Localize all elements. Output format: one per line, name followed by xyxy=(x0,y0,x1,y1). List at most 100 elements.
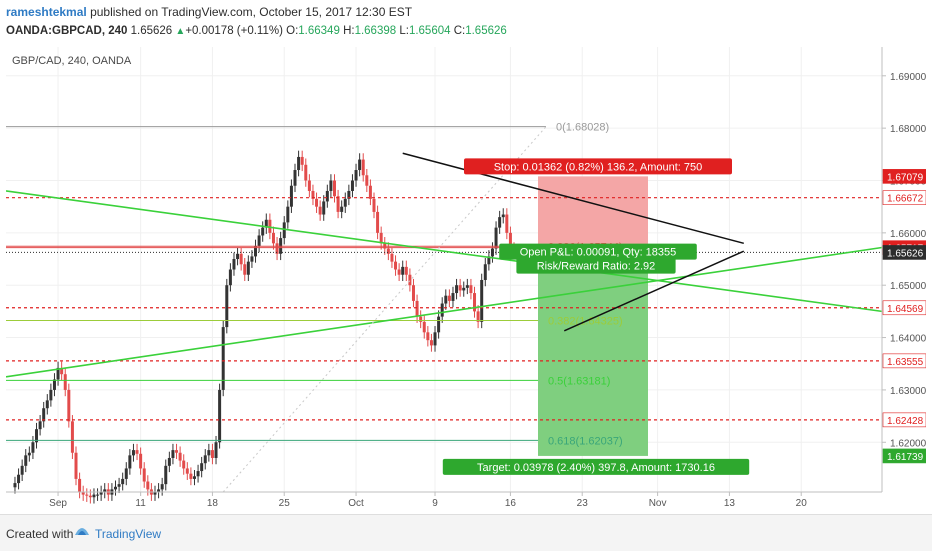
candle-body xyxy=(67,389,71,422)
candle-body xyxy=(189,473,193,479)
candle-body xyxy=(225,285,229,328)
candle-body xyxy=(379,232,383,244)
candle-body xyxy=(78,478,82,492)
x-tick-label: 13 xyxy=(724,498,736,509)
candle-body xyxy=(257,235,261,246)
candle-body xyxy=(56,367,60,380)
tradingview-logo-icon xyxy=(75,528,89,535)
candle-body xyxy=(268,219,272,233)
price-tag-label: 1.66672 xyxy=(887,194,924,205)
candle-body xyxy=(139,453,143,469)
candle-body xyxy=(361,159,365,176)
y-tick-label: 1.65000 xyxy=(890,281,926,292)
candle-body xyxy=(254,245,258,257)
price-chart[interactable]: 0(1.68028)0.236(1.65744)0.382(1.64325)0.… xyxy=(6,47,926,514)
candle-body xyxy=(473,293,477,312)
brand-link[interactable]: TradingView xyxy=(95,527,162,541)
price-tag-box xyxy=(882,300,926,316)
low-value: 1.65604 xyxy=(408,25,451,37)
footer-bar: Created with TradingView xyxy=(0,514,932,551)
price-tag-box xyxy=(882,448,926,464)
close-label: C: xyxy=(453,25,466,37)
candle-body xyxy=(31,442,35,453)
x-tick-label: 25 xyxy=(279,498,291,509)
chart-background xyxy=(6,47,926,514)
x-tick-label: Nov xyxy=(649,498,667,509)
open-pl-label: Open P&L: 0.00091, Qty: 18355 xyxy=(520,247,677,259)
candle-body xyxy=(322,201,326,215)
candle-body xyxy=(401,266,405,275)
candle-body xyxy=(343,198,347,207)
candle-body xyxy=(376,211,380,233)
candle-body xyxy=(347,190,351,199)
publish-line: rameshtekmal published on TradingView.co… xyxy=(6,5,412,19)
candle-body xyxy=(228,269,232,286)
candle-body xyxy=(142,468,146,482)
candle-body xyxy=(13,483,17,488)
candle-body xyxy=(92,494,96,498)
candle-body xyxy=(60,367,64,375)
candle-body xyxy=(45,400,49,409)
candle-body xyxy=(114,486,117,490)
candle-body xyxy=(192,476,196,479)
candle-body xyxy=(498,217,502,228)
symbol-quote-line: OANDA:GBPCAD, 240 1.65626 ▲+0.00178 (+0.… xyxy=(6,24,507,39)
candle-body xyxy=(311,190,315,199)
candle-body xyxy=(178,452,182,461)
candle-body xyxy=(160,484,164,490)
candle-body xyxy=(17,474,21,484)
y-tick-label: 1.69000 xyxy=(890,72,926,83)
candle-body xyxy=(261,227,265,236)
candle-body xyxy=(42,408,46,422)
price-tag-box xyxy=(882,190,926,205)
candle-body xyxy=(70,421,74,453)
candle-body xyxy=(447,295,451,301)
y-tick-label: 1.66000 xyxy=(890,229,926,240)
candle-body xyxy=(462,287,466,291)
candle-body xyxy=(487,256,491,265)
candle-body xyxy=(207,450,211,456)
candle-body xyxy=(236,253,240,260)
candle-body xyxy=(203,455,207,464)
candle-body xyxy=(440,303,444,317)
open-value: 1.66349 xyxy=(298,25,340,37)
candle-body xyxy=(411,285,415,301)
candle-body xyxy=(182,460,186,469)
candle-body xyxy=(275,243,279,254)
candle-body xyxy=(304,164,308,181)
x-tick-label: 11 xyxy=(135,498,146,509)
downtrend-line xyxy=(6,190,883,313)
y-tick-label: 1.68000 xyxy=(890,124,926,135)
candle-body xyxy=(218,389,222,443)
candle-body xyxy=(505,214,509,233)
candle-body xyxy=(246,261,250,275)
candle-body xyxy=(20,465,24,475)
candle-body xyxy=(243,264,247,275)
candle-body xyxy=(239,253,243,265)
candle-body xyxy=(318,206,322,215)
price-tag-box xyxy=(882,169,926,184)
author-link[interactable]: rameshtekmal xyxy=(6,5,87,19)
target-zone xyxy=(538,247,648,456)
candle-body xyxy=(88,495,92,498)
x-tick-label: 20 xyxy=(796,498,808,509)
price-tag-box xyxy=(882,412,926,428)
fib-level-label: 0(1.68028) xyxy=(556,122,609,134)
open-pl-label-box xyxy=(499,243,697,260)
candle-body xyxy=(196,471,200,477)
stop-label: Stop: 0.01362 (0.82%) 136.2, Amount: 750 xyxy=(494,161,703,173)
candle-body xyxy=(153,492,157,495)
candle-body xyxy=(325,190,329,202)
candle-body xyxy=(455,285,459,294)
candle-body xyxy=(307,180,311,191)
candle-body xyxy=(476,311,480,322)
candle-body xyxy=(329,180,333,191)
candle-body xyxy=(164,465,168,485)
candle-body xyxy=(390,253,394,262)
candle-body xyxy=(465,285,469,288)
price-tag-box xyxy=(882,353,926,369)
candle-body xyxy=(135,450,139,454)
price-tag-label: 1.61739 xyxy=(887,452,924,463)
candle-body xyxy=(121,478,125,485)
triangle-upper-line xyxy=(402,152,744,245)
